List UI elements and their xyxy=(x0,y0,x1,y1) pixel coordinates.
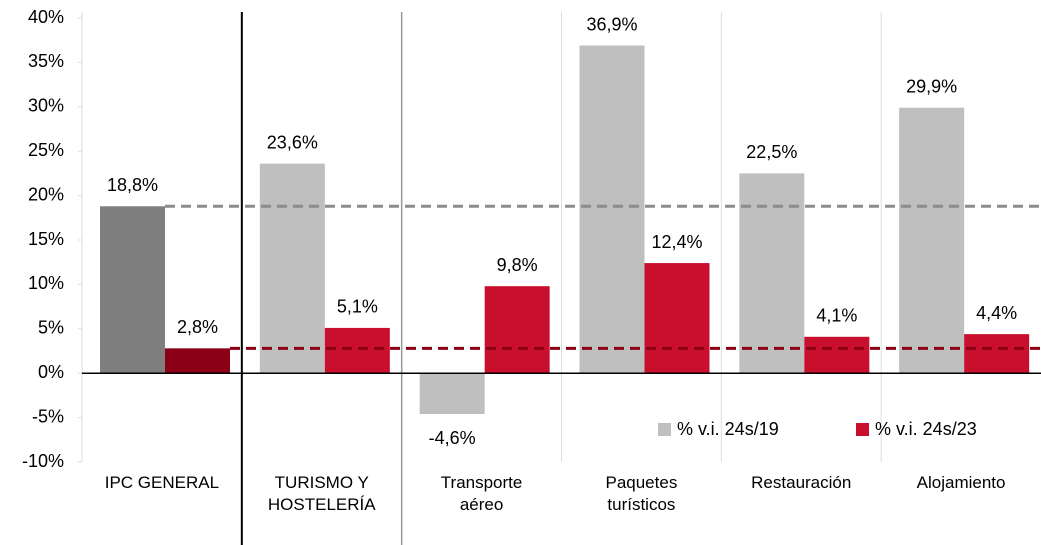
value-label: -4,6% xyxy=(429,428,476,448)
legend-label: % v.i. 24s/19 xyxy=(677,419,779,439)
y-tick-label: 15% xyxy=(28,229,64,249)
bar xyxy=(644,263,710,374)
y-tick-label: 10% xyxy=(28,273,64,293)
bar xyxy=(100,206,165,374)
bar xyxy=(899,107,965,374)
value-label: 12,4% xyxy=(651,232,702,252)
bar xyxy=(324,327,390,374)
bar xyxy=(259,163,325,374)
legend-swatch xyxy=(856,423,869,436)
bar xyxy=(739,173,805,374)
value-label: 36,9% xyxy=(586,14,637,34)
value-label: 22,5% xyxy=(746,142,797,162)
y-tick-label: 30% xyxy=(28,96,64,116)
value-label: 18,8% xyxy=(107,175,158,195)
bar xyxy=(964,334,1030,374)
y-tick-label: 40% xyxy=(28,7,64,27)
y-tick-label: 20% xyxy=(28,184,64,204)
x-tick-label: Restauración xyxy=(751,473,852,492)
bar xyxy=(804,336,870,374)
y-tick-label: -5% xyxy=(32,406,64,426)
y-tick-label: 0% xyxy=(38,362,64,382)
value-label: 4,1% xyxy=(816,306,857,326)
y-tick-label: 25% xyxy=(28,140,64,160)
x-tick-label: Paquetes turísticos xyxy=(605,473,678,514)
value-label: 4,4% xyxy=(976,303,1017,323)
y-tick-label: -10% xyxy=(22,451,64,471)
legend-swatch xyxy=(658,423,671,436)
bar xyxy=(165,348,230,374)
y-tick-label: 35% xyxy=(28,51,64,71)
value-label: 29,9% xyxy=(906,76,957,96)
x-tick-label: IPC GENERAL xyxy=(104,473,220,492)
value-label: 23,6% xyxy=(267,132,318,152)
value-label: 9,8% xyxy=(497,255,538,275)
value-label: 2,8% xyxy=(177,317,218,337)
x-tick-label: TURISMO Y HOSTELERÍA xyxy=(267,473,376,514)
x-tick-label: Transporte aéreo xyxy=(440,473,523,514)
bar xyxy=(484,286,550,374)
legend-label: % v.i. 24s/23 xyxy=(875,419,977,439)
y-tick-label: 5% xyxy=(38,318,64,338)
x-tick-label: Alojamiento xyxy=(916,473,1006,492)
value-label: 5,1% xyxy=(337,297,378,317)
bar xyxy=(579,45,645,374)
bar xyxy=(419,373,485,415)
